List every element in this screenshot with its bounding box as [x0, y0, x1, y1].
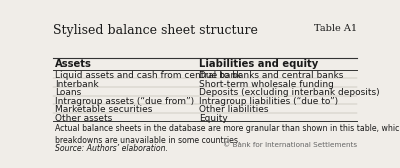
Text: Assets: Assets [55, 59, 92, 69]
Text: Other liabilities: Other liabilities [199, 105, 268, 114]
Text: Liabilities and equity: Liabilities and equity [199, 59, 318, 69]
Text: Stylised balance sheet structure: Stylised balance sheet structure [53, 24, 258, 37]
Text: Due to banks and central banks: Due to banks and central banks [199, 71, 343, 80]
Text: Intragroup liabilities (“due to”): Intragroup liabilities (“due to”) [199, 97, 338, 106]
Text: Loans: Loans [55, 88, 81, 97]
Text: Other assets: Other assets [55, 114, 112, 123]
Text: Equity: Equity [199, 114, 228, 123]
Text: Intragroup assets (“due from”): Intragroup assets (“due from”) [55, 97, 194, 106]
Text: Interbank: Interbank [55, 80, 98, 89]
Text: Short-term wholesale funding: Short-term wholesale funding [199, 80, 334, 89]
Text: Liquid assets and cash from central bank: Liquid assets and cash from central bank [55, 71, 241, 80]
Text: Marketable securities: Marketable securities [55, 105, 152, 114]
Text: Source: Authors’ elaboration.: Source: Authors’ elaboration. [55, 144, 168, 153]
Text: © Bank for International Settlements: © Bank for International Settlements [223, 142, 357, 148]
Text: Actual balance sheets in the database are more granular than shown in this table: Actual balance sheets in the database ar… [55, 124, 400, 145]
Text: Table A1: Table A1 [314, 24, 357, 33]
Text: Deposits (excluding interbank deposits): Deposits (excluding interbank deposits) [199, 88, 380, 97]
